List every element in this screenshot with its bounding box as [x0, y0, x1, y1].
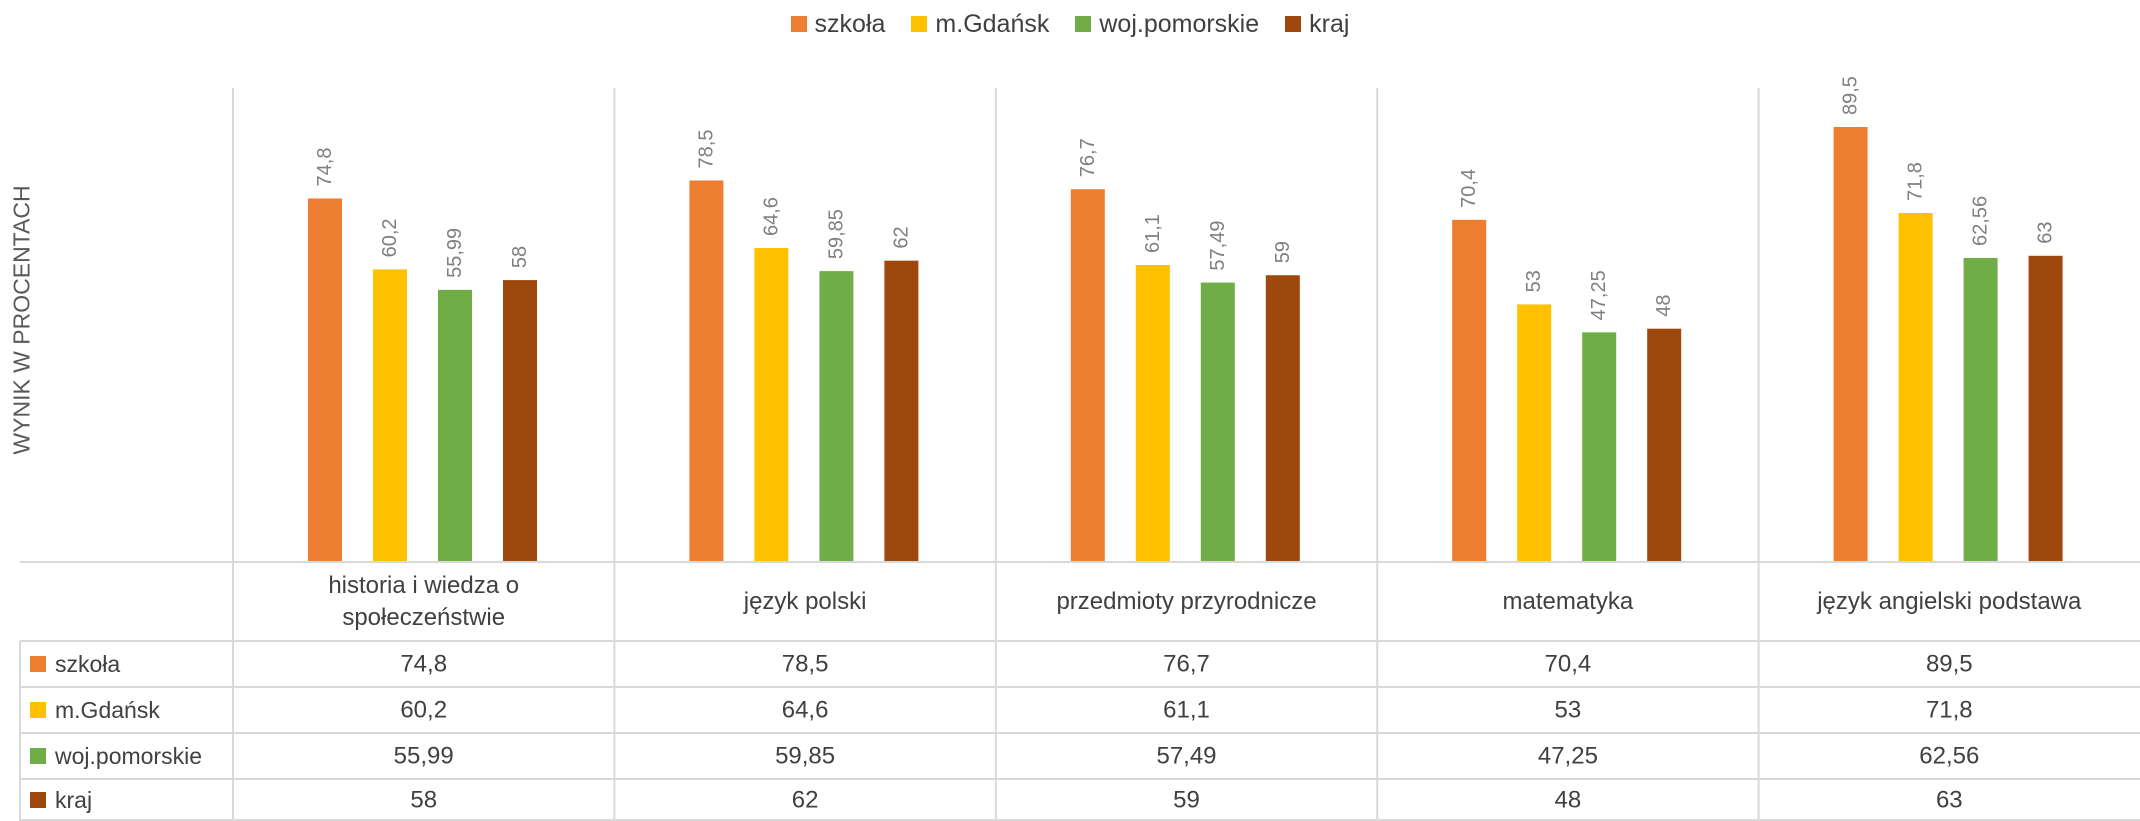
table-series-label: kraj: [55, 787, 92, 813]
bar-data-label: 57,49: [1207, 221, 1229, 271]
bar-data-label: 60,2: [379, 218, 401, 257]
table-cell-value: 61,1: [1163, 697, 1210, 724]
legend-label: szkoła: [814, 9, 886, 38]
bar: [1647, 328, 1682, 562]
table-cell-value: 76,7: [1163, 651, 1210, 678]
table-cell-value: 78,5: [782, 651, 829, 678]
bar: [884, 260, 919, 562]
bar-data-label: 47,25: [1588, 270, 1610, 320]
bar-data-label: 59: [1272, 241, 1294, 263]
legend-item: szkoła: [790, 9, 886, 39]
table-legend-key: [30, 748, 46, 764]
bar: [1833, 127, 1868, 562]
bar-data-label: 76,7: [1077, 138, 1099, 177]
bar: [1452, 219, 1487, 562]
table-cell-value: 48: [1555, 787, 1582, 814]
table-legend-key: [30, 656, 46, 672]
legend-item: kraj: [1285, 10, 1349, 39]
table-series-label: m.Gdańsk: [55, 697, 160, 723]
bar: [1135, 265, 1170, 562]
bar: [1963, 257, 1998, 562]
bar-data-label: 71,8: [1905, 162, 1927, 201]
table-cell-value: 74,8: [400, 651, 447, 678]
bar: [1898, 213, 1933, 562]
x-category-label: język angielski podstawa: [1816, 588, 2082, 615]
bar: [1265, 275, 1300, 562]
table-series-label: woj.pomorskie: [54, 743, 202, 769]
table-cell-value: 59: [1173, 787, 1200, 814]
bar: [754, 248, 789, 562]
bar: [373, 269, 407, 562]
legend-swatch: [911, 16, 928, 32]
table-cell-value: 62,56: [1919, 743, 1979, 770]
legend-swatch: [1075, 16, 1092, 32]
bar: [819, 271, 854, 562]
table-series-label: szkoła: [55, 651, 120, 677]
bar-data-label: 61,1: [1142, 214, 1164, 253]
bar: [689, 180, 724, 562]
bar-data-label: 78,5: [695, 130, 717, 169]
bar-data-label: 74,8: [314, 148, 336, 187]
table-cell-value: 63: [1936, 787, 1963, 814]
bar-data-label: 62,56: [1970, 196, 1992, 246]
bar-data-label: 58: [509, 246, 531, 268]
bar: [1517, 304, 1552, 562]
bar-data-label: 70,4: [1458, 169, 1480, 208]
table-cell-value: 59,85: [775, 743, 835, 770]
bar-data-label: 48: [1653, 294, 1675, 316]
legend-item: woj.pomorskie: [1075, 10, 1259, 39]
table-cell-value: 55,99: [394, 743, 454, 770]
legend-item: m.Gdańsk: [911, 10, 1049, 39]
table-cell-value: 60,2: [400, 697, 447, 724]
bar: [1070, 189, 1105, 563]
x-category-label: język polski: [743, 588, 867, 615]
table-cell-value: 58: [410, 787, 437, 814]
legend-label: m.Gdańsk: [935, 9, 1050, 38]
bar: [1582, 332, 1617, 562]
bar-data-label: 64,6: [760, 197, 782, 236]
bar: [2028, 255, 2063, 562]
bar: [308, 198, 342, 562]
table-cell-value: 64,6: [782, 697, 829, 724]
bar: [1200, 282, 1235, 562]
x-category-label: historia i wiedza o: [328, 572, 519, 599]
bar-data-label: 59,85: [825, 209, 847, 259]
table-cell-value: 57,49: [1156, 743, 1216, 770]
x-category-label: społeczeństwie: [342, 604, 505, 631]
bar-data-label: 89,5: [1840, 76, 1862, 115]
bar-data-label: 53: [1523, 270, 1545, 292]
x-category-label: matematyka: [1503, 588, 1634, 615]
legend-swatch: [1285, 16, 1302, 32]
bar-data-label: 63: [2035, 222, 2057, 244]
table-legend-key: [30, 702, 46, 718]
bar: [438, 289, 472, 562]
bar-data-label: 55,99: [444, 228, 466, 278]
x-category-label: przedmioty przyrodnicze: [1056, 588, 1316, 615]
bar: [503, 280, 537, 562]
legend-label: kraj: [1309, 9, 1350, 38]
bar-data-label: 62: [890, 226, 912, 248]
table-cell-value: 47,25: [1538, 743, 1598, 770]
table-cell-value: 89,5: [1926, 651, 1973, 678]
table-cell-value: 53: [1555, 697, 1582, 724]
table-legend-key: [30, 792, 46, 808]
table-cell-value: 70,4: [1545, 651, 1592, 678]
table-cell-value: 71,8: [1926, 697, 1973, 724]
chart-legend: szkoła m.Gdańsk woj.pomorskie kraj: [0, 6, 2140, 42]
legend-label: woj.pomorskie: [1099, 9, 1260, 38]
table-cell-value: 62: [792, 787, 819, 814]
legend-swatch: [790, 16, 807, 32]
